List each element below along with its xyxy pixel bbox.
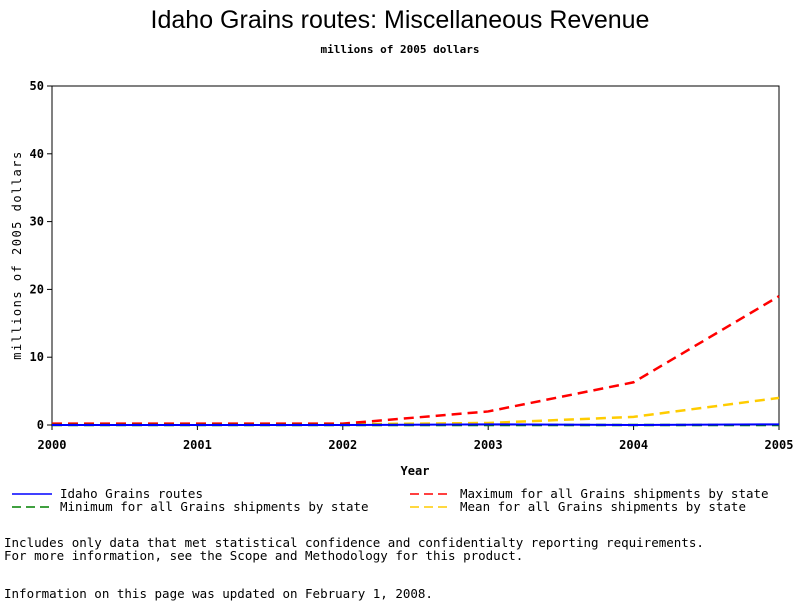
footnote-methodology: For more information, see the Scope and … xyxy=(4,548,524,563)
y-tick-label: 10 xyxy=(30,350,44,364)
y-axis: 0 10 20 30 40 50 xyxy=(30,79,52,432)
legend-swatch-mean xyxy=(410,506,450,508)
x-tick-label: 2005 xyxy=(765,438,794,452)
x-tick-label: 2000 xyxy=(38,438,67,452)
series-line-0 xyxy=(52,423,780,427)
x-axis: 2000 2001 2002 2003 2004 2005 xyxy=(38,425,794,452)
x-axis-label: Year xyxy=(401,464,430,478)
legend-swatch-maximum xyxy=(410,493,450,495)
y-tick-label: 0 xyxy=(37,418,44,432)
y-tick-label: 30 xyxy=(30,215,44,229)
x-tick-label: 2004 xyxy=(619,438,648,452)
y-tick-label: 50 xyxy=(30,79,44,93)
series-line-3 xyxy=(52,396,780,426)
plot-area xyxy=(51,85,780,426)
y-tick-label: 40 xyxy=(30,147,44,161)
y-tick-label: 20 xyxy=(30,282,44,296)
chart-title: Idaho Grains routes: Miscellaneous Reven… xyxy=(150,6,650,34)
x-tick-label: 2003 xyxy=(474,438,503,452)
legend-entry-mean: Mean for all Grains shipments by state xyxy=(460,499,746,514)
chart-subtitle: millions of 2005 dollars xyxy=(320,43,480,56)
series-line-2 xyxy=(52,295,780,425)
legend-entry-maximum: Maximum for all Grains shipments by stat… xyxy=(460,486,769,501)
legend-swatch-idaho xyxy=(12,493,52,495)
series-lines xyxy=(52,295,780,427)
line-chart: 0 10 20 30 40 50 2000 2001 2002 2003 2004 2005 Yea… xyxy=(10,79,794,478)
x-tick-label: 2002 xyxy=(328,438,357,452)
y-axis-label: millions of 2005 dollars xyxy=(10,150,24,359)
footnote-confidence: Includes only data that met statistical … xyxy=(4,535,704,550)
footnote-updated: Information on this page was updated on … xyxy=(4,586,433,601)
legend-entry-idaho: Idaho Grains routes xyxy=(60,486,203,501)
x-tick-label: 2001 xyxy=(183,438,212,452)
legend-swatch-minimum xyxy=(12,506,52,508)
legend-entry-minimum: Minimum for all Grains shipments by stat… xyxy=(60,499,369,514)
